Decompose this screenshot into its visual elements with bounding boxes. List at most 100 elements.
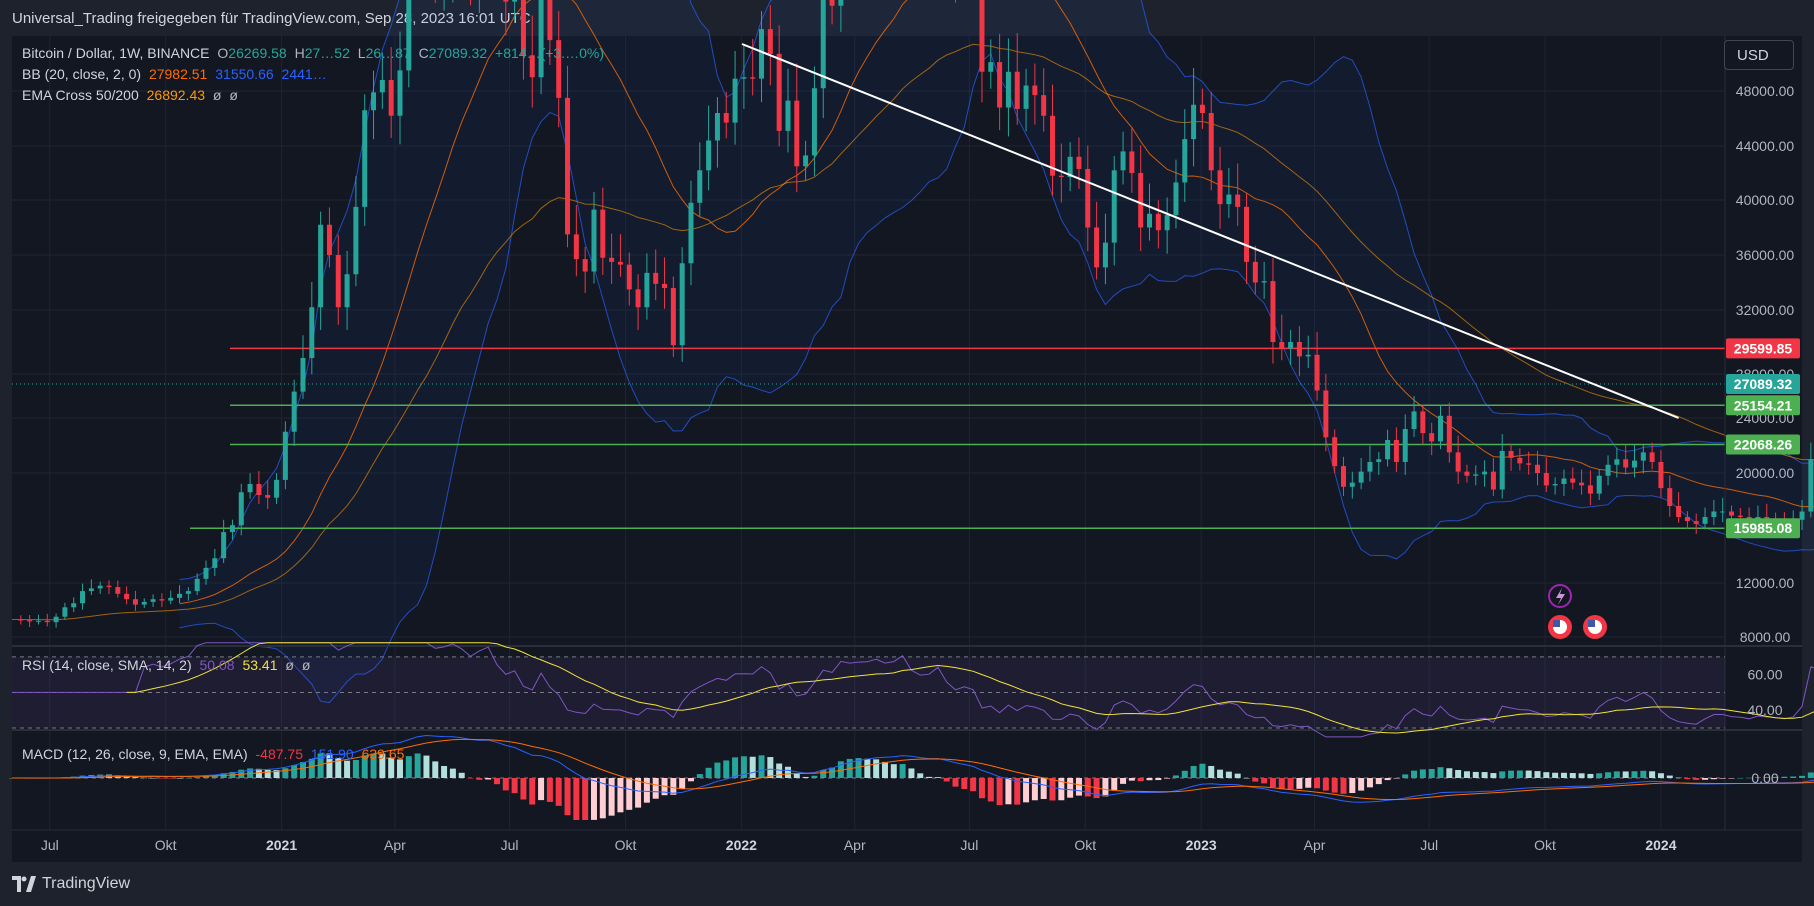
ema-na-2: ø [229,87,238,103]
ema-legend-row[interactable]: EMA Cross 50/200 26892.43 ø ø [22,87,242,103]
macd-histogram-bar [855,758,862,778]
candle-body [1023,85,1029,109]
candle-body [750,77,756,79]
macd-tick-label: 0.00 [1751,770,1778,786]
candle-body [229,525,235,533]
chart-area[interactable] [12,36,1802,862]
price-tick-label: 20000.00 [1736,465,1795,481]
macd-histogram-bar [917,773,924,778]
ema-na-1: ø [212,87,222,103]
candle-body [27,620,33,622]
candle-body [670,288,676,346]
candle-body [556,40,562,98]
currency-button[interactable]: USD [1724,40,1794,70]
macd-histogram-bar [1710,778,1717,780]
candle-body [1076,156,1082,169]
main-legend-row[interactable]: Bitcoin / Dollar, 1W, BINANCE O26269.58 … [22,45,608,61]
candle-body [679,263,685,346]
macd-histogram-bar [1728,778,1735,779]
macd-histogram-bar [405,756,412,778]
macd-histogram-bar [1428,768,1435,778]
macd-histogram-bar [582,778,589,820]
candle-body [1296,342,1302,357]
macd-histogram-bar [361,755,368,778]
macd-histogram-bar [167,778,174,779]
candle-body [1226,194,1232,205]
candle-body [1050,115,1056,176]
candle-body [1561,478,1567,484]
candle-body [53,616,59,623]
candle-body [388,80,394,116]
candle-body [406,0,412,71]
macd-histogram-bar [829,767,836,778]
candle-body [1455,452,1461,472]
macd-histogram-bar [873,759,880,778]
macd-histogram-bar [1322,778,1329,791]
candle-body [1799,511,1805,520]
candle-body [1032,85,1038,96]
candle-body [1244,206,1250,262]
macd-histogram-bar [1366,778,1373,788]
macd-histogram-bar [1508,770,1515,778]
macd-histogram-bar [352,759,359,778]
time-tick-label: Okt [1074,837,1096,853]
price-tick-label: 12000.00 [1736,575,1795,591]
macd-histogram-bar [643,778,650,803]
macd-histogram-bar [1305,778,1312,788]
price-label-box [1726,518,1800,539]
close-label: C [418,45,429,61]
time-tick-label: Jul [501,837,519,853]
bb-lower-line [179,52,1814,704]
price-label-text: 15985.08 [1734,520,1793,536]
macd-histogram-bar [1613,771,1620,778]
candle-body [265,495,271,498]
event-markers [1548,584,1607,639]
macd-histogram-bar [1675,777,1682,779]
macd-histogram-bar [1455,770,1462,778]
candle-body [344,274,350,308]
macd-histogram-bar [458,772,465,778]
rsi-legend-row[interactable]: RSI (14, close, SMA, 14, 2) 50.08 53.41 … [22,657,314,673]
time-tick-label: Apr [1304,837,1326,853]
macd-histogram-bar [441,765,448,778]
candle-body [353,206,359,275]
candle-body [309,307,315,358]
time-tick-label: Jul [960,837,978,853]
macd-histogram-bar [1657,773,1664,778]
macd-histogram-bar [529,778,536,805]
candle-body [1094,227,1100,268]
macd-histogram-bar [1702,778,1709,780]
bb-legend-row[interactable]: BB (20, close, 2, 0) 27982.51 31550.66 2… [22,66,331,82]
candle-body [697,170,703,203]
candle-body [1728,511,1734,516]
tradingview-brand[interactable]: TradingView [42,875,131,892]
macd-legend-row[interactable]: MACD (12, 26, close, 9, EMA, EMA) -487.7… [22,746,408,762]
candle-body [1676,506,1682,517]
macd-histogram-bar [943,778,950,782]
macd-histogram-bar [1640,770,1647,778]
candle-body [247,484,253,493]
macd-histogram-bar [802,776,809,778]
candle-body [741,77,747,79]
macd-histogram-bar [564,778,571,816]
candle-body [1217,170,1223,205]
candle-body [1058,175,1064,178]
macd-histogram-bar [1490,773,1497,778]
candle-body [794,100,800,167]
top-bar: Universal_Trading freigegeben für Tradin… [0,0,1814,36]
rsi-tick-label: 40.00 [1747,702,1782,718]
time-tick-label: Apr [384,837,406,853]
price-axis: 48000.00 44000.00 40000.00 36000.00 32000.00… [1724,36,1795,830]
lightning-event-icon[interactable] [1548,584,1572,608]
candle-body [644,272,650,308]
macd-histogram-bar [837,761,844,778]
candle-body [1702,517,1708,524]
candle-body [97,585,103,589]
macd-histogram-bar [1569,773,1576,778]
candle-body [1164,215,1170,231]
change-value: +814…(+3.…0%) [495,45,604,61]
candle-body [776,53,782,131]
macd-histogram-bar [546,778,553,802]
candle-body [326,224,332,255]
